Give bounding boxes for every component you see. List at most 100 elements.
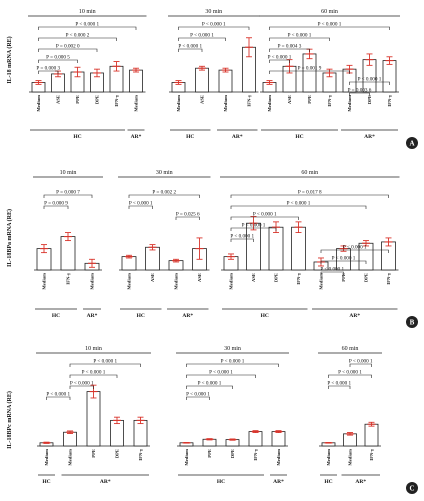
panel-a-group-2-tick-label: ASE <box>287 95 292 104</box>
panel-b-group-0-tick-label: Medium <box>42 273 47 290</box>
panel-c-group-0-p-value: P < 0.000 1 <box>70 381 94 387</box>
panel-c-group-1-p-value: P < 0.000 1 <box>221 359 245 365</box>
panel-a-group-1-bracket <box>178 37 226 41</box>
panel-a-group-0-time-label: 10 min <box>79 9 96 15</box>
panel-a-group-2-tick-label: Medium <box>267 95 272 112</box>
panel-a-group-1-tick-label: Medium <box>223 95 228 112</box>
panel-a-group-2-p-value: P < 0.000 1 <box>318 22 342 28</box>
panel-a-group-2-p-value: P < 0.000 1 <box>288 33 312 39</box>
panel-a-group-1-bar <box>218 69 233 93</box>
panel-c-group-1-tick-label: IFN-γ <box>253 448 258 460</box>
panel-a-group-2-tick-label: IFN-γ <box>387 94 392 106</box>
panel-a-group-2: 60 min Medium ASE PPE IFN-γ Medium DPE IFN-γ P <… <box>259 9 400 140</box>
panel-b-group-2-bracket <box>230 238 254 242</box>
panel-a-group-0-p-value: P = 0.000 3 <box>36 66 60 72</box>
panel-c-group-0-bracket <box>69 385 94 389</box>
panel-c-group-0-bar <box>63 431 77 447</box>
panel-a-group-0-subject-label: HC <box>73 134 81 140</box>
panel-c-badge <box>406 482 418 494</box>
panel-b-group-1-subject-label: HC <box>137 313 145 319</box>
panel-c-group-0-tick-label: Medium <box>68 449 73 466</box>
panel-b-group-2-tick-label: ASE <box>251 273 256 282</box>
panel-c-group-0-tick-label: Medium <box>44 449 49 466</box>
panel-b-group-0-tick-label: IFN-γ <box>66 272 71 284</box>
panel-b-group-2-tick-label: IFN-γ <box>386 272 391 284</box>
panel-a-group-0-tick-label: ASE <box>56 95 61 104</box>
panel-c-group-1-tick-label: Medium <box>184 449 189 466</box>
panel-a-group-2-bar <box>382 60 397 93</box>
panel-a-group-0-bracket <box>38 48 98 52</box>
panel-a-group-1-bracket <box>178 48 203 52</box>
panel-a-group-1-tick-label: IFN-γ <box>247 94 252 106</box>
panel-b-group-2-p-value: P = 0.017 8 <box>298 190 322 196</box>
panel-b-group-1-bar <box>121 256 137 271</box>
panel-c-group-2-bar <box>364 423 379 447</box>
panel-a-group-0-bar <box>129 69 143 93</box>
panel-b-group-2-p-value: P < 0.000 1 <box>320 267 344 273</box>
panel-b-group-2: 60 min Medium ASE DPE IFN-γ Medium PPE DPE IFN-γ… <box>220 170 400 319</box>
panel-a-group-0-bracket <box>38 59 78 63</box>
panel-b: IL-18BPa mRNA (RE) 10 min Medium IFN-γ Mediu… <box>6 170 418 328</box>
panel-a-group-0-p-value: P = 0.000 5 <box>46 55 70 61</box>
panel-c-group-1-bracket <box>186 374 256 378</box>
panel-b-group-1-time-label: 30 min <box>156 170 173 176</box>
panel-a-group-2-p-value: P < 0.000 1 <box>268 55 292 61</box>
panel-a-group-2-bar <box>302 53 317 93</box>
panel-b-group-2-tick-label: DPE <box>274 273 279 282</box>
panel-b-group-2-bracket <box>230 194 389 198</box>
panel-b-group-0-subject-label: HC <box>52 313 60 319</box>
panel-c-group-0-bracket <box>46 396 71 400</box>
panel-c-group-2-subject-label: HC <box>324 479 332 485</box>
panel-c-group-0-bracket <box>69 374 118 378</box>
panel-c-group-2-bracket <box>328 385 351 389</box>
panel-c-group-2-bracket <box>349 363 372 367</box>
panel-b-group-2-subject-label: AR* <box>349 313 360 319</box>
panel-c-group-2-tick-label: Medium <box>326 449 331 466</box>
panel-b-y-axis-label: IL-18BPa mRNA (RE) <box>6 209 13 267</box>
panel-c-group-2-p-value: P < 0.000 1 <box>338 370 362 376</box>
panel-a-group-2-bracket <box>269 70 350 74</box>
panel-b-group-0-p-value: P = 0.000 9 <box>44 201 68 207</box>
panel-b-group-2-bracket <box>230 227 277 231</box>
panel-c-group-2-tick-label: Medium <box>348 449 353 466</box>
panel-a-group-0-bracket <box>38 70 59 74</box>
panel-a-group-0-subject-label: AR* <box>131 134 142 140</box>
panel-a-group-2-bracket <box>269 59 290 63</box>
panel-b-group-2-tick-label: IFN-γ <box>296 272 301 284</box>
panel-c-group-2-p-value: P < 0.000 1 <box>327 381 351 387</box>
panel-a-group-0-tick-label: IFN-γ <box>114 94 119 106</box>
panel-a-badge <box>406 137 418 149</box>
panel-b-group-2-p-value: P < 0.000 1 <box>242 223 266 229</box>
panel-a-group-2-bracket <box>269 37 330 41</box>
panel-c-group-1-tick-label: DPE <box>230 449 235 458</box>
panel-b-group-2-bracket <box>230 216 299 220</box>
panel-a-group-0-tick-label: PPE <box>75 95 80 104</box>
panel-a-group-2-p-value: P = 0.004 3 <box>278 44 302 50</box>
panel-a-group-1: 30 min Medium ASE Medium IFN-γ P < 0.000 1 P <… <box>168 9 260 140</box>
panel-b-group-2-p-value: P < 0.000 1 <box>287 201 311 207</box>
panel-a: IL-18 mRNA (RE) 10 min Medium ASE PPE DPE IFN-… <box>6 9 418 149</box>
panel-a-group-2-tick-label: PPE <box>307 95 312 104</box>
panel-a-group-0-tick-label: DPE <box>95 95 100 104</box>
panel-b-badge <box>406 316 418 328</box>
panel-c-group-0: 10 min Medium Medium PPE DPE IFN-γ P < 0.000 1… <box>36 346 151 485</box>
panel-b-group-1-p-value: P = 0.002 2 <box>152 190 176 196</box>
panel-c-group-0-tick-label: DPE <box>115 449 120 458</box>
panel-c-group-1-time-label: 30 min <box>224 346 241 352</box>
panel-b-group-1: 30 min Medium ASE Medium ASE P = 0.002 2 P < 0… <box>118 170 211 319</box>
panel-b-group-1-tick-label: ASE <box>197 273 202 282</box>
panel-b-group-2-subject-label: HC <box>261 313 269 319</box>
panel-c-group-2-tick-label: IFN-γ <box>369 448 374 460</box>
panel-c-group-1-bracket <box>186 396 210 400</box>
panel-b-group-1-bracket <box>128 194 200 198</box>
panel-b-group-2-bracket <box>320 271 344 275</box>
panel-a-group-1-bracket <box>178 26 250 30</box>
panel-b-group-2-tick-label: DPE <box>364 273 369 282</box>
panel-c-group-0-tick-label: IFN-γ <box>138 448 143 460</box>
panel-b-group-2-bracket <box>320 249 389 253</box>
panel-a-y-axis-label: IL-18 mRNA (RE) <box>6 36 13 83</box>
panel-c-group-0-bar <box>133 419 148 447</box>
panel-a-group-1-bar <box>195 67 209 93</box>
panel-c-group-0-p-value: P < 0.000 1 <box>82 370 106 376</box>
panel-a-group-0-bracket <box>38 26 137 30</box>
